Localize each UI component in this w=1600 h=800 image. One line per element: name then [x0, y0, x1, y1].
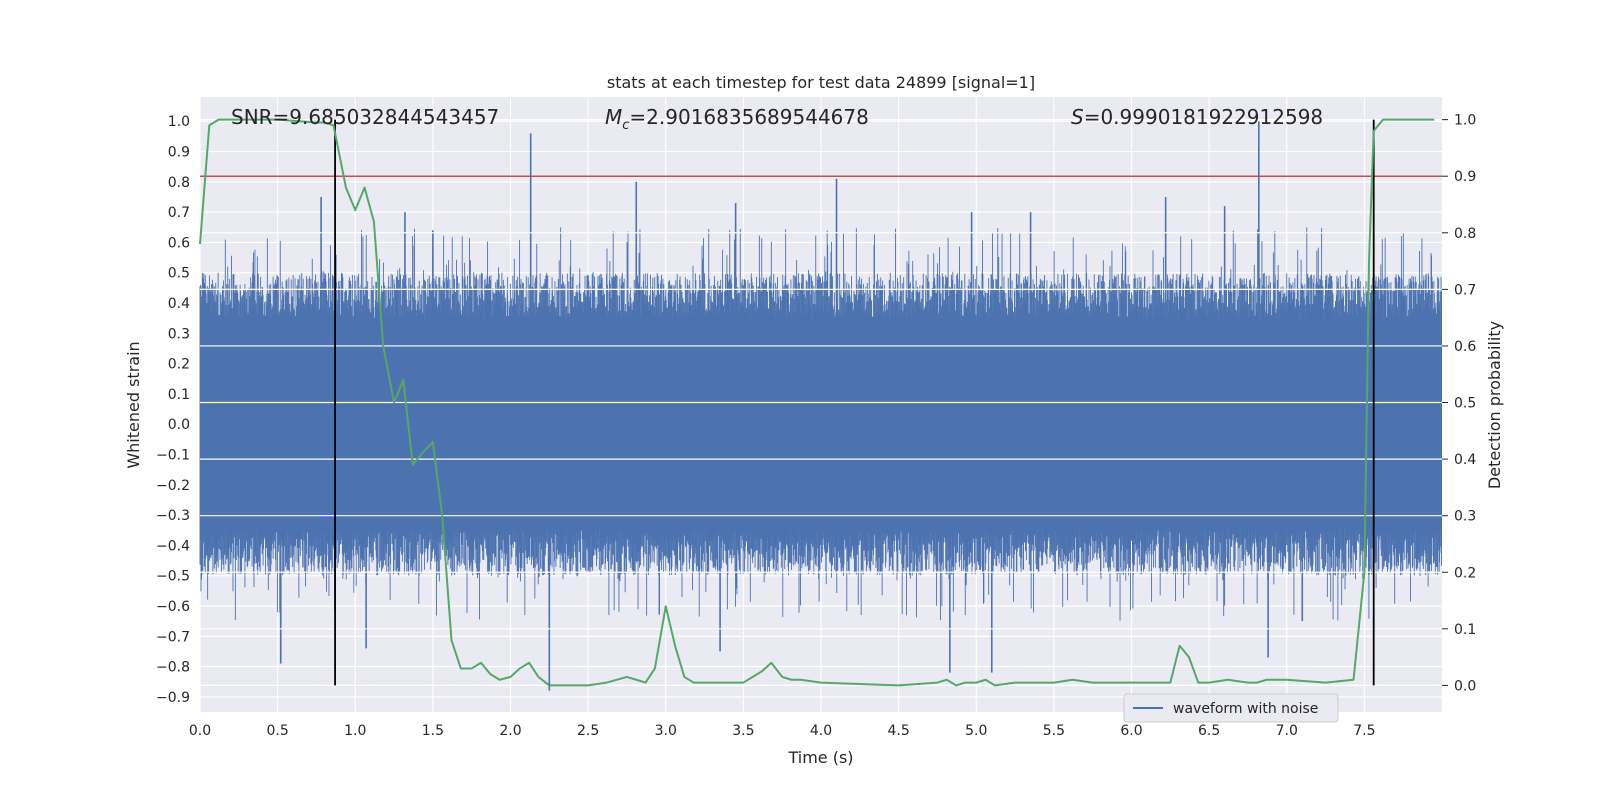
y2-tick-label: 0.6 — [1454, 339, 1476, 355]
x-tick-label: 0.0 — [189, 723, 211, 739]
x-axis-label: Time (s) — [787, 748, 853, 767]
y-tick-label: 0.1 — [168, 387, 190, 403]
y2-tick-label: 0.9 — [1454, 169, 1476, 185]
y-tick-label: 0.6 — [168, 235, 190, 251]
y2-tick-label: 0.8 — [1454, 226, 1476, 242]
y-axis-label: Whitened strain — [124, 341, 143, 468]
y-tick-label: 0.8 — [168, 175, 190, 191]
legend-label: waveform with noise — [1173, 701, 1318, 717]
chirp-mass-value: =2.9016835689544678 — [629, 105, 868, 129]
score-symbol: S — [1071, 105, 1084, 129]
legend: waveform with noise — [1123, 693, 1339, 723]
x-tick-label: 0.5 — [266, 723, 288, 739]
threshold-layer — [200, 119, 1442, 687]
x-tick-label: 5.5 — [1043, 723, 1065, 739]
y-tick-label: 0.3 — [168, 326, 190, 342]
y-tick-label: −0.2 — [156, 478, 190, 494]
x-tick-label: 1.5 — [422, 723, 444, 739]
y2-tick-label: 1.0 — [1454, 113, 1476, 129]
y-tick-label: 1.0 — [168, 114, 190, 130]
y-tick-label: −0.3 — [156, 508, 190, 524]
x-tick-label: 4.0 — [810, 723, 832, 739]
y-tick-label: −0.8 — [156, 660, 190, 676]
y-tick-label: 0.9 — [168, 145, 190, 161]
y-tick-label: −0.6 — [156, 599, 190, 615]
waveform-layer — [199, 121, 1442, 691]
score-value: =0.9990181922912598 — [1084, 105, 1323, 129]
chirp-mass-subscript: c — [622, 118, 629, 133]
legend-box — [1123, 693, 1339, 723]
y2-tick-label: 0.5 — [1454, 396, 1476, 412]
prob-layer — [199, 118, 1435, 687]
y-tick-label: −0.4 — [156, 538, 190, 554]
x-tick-label: 3.5 — [732, 723, 754, 739]
snr-annotation: SNR=9.685032844543457 — [231, 105, 499, 129]
y-tick-label: 0.7 — [168, 205, 190, 221]
x-tick-label: 6.0 — [1120, 723, 1142, 739]
x-axis-ticks: 0.0 0.5 1.0 1.5 2.0 2.5 3.0 3.5 4.0 4.5 5.0 5.5 6.0 6… — [189, 723, 1376, 739]
y2-tick-label: 0.2 — [1454, 565, 1476, 581]
y2-tick-label: 0.1 — [1454, 622, 1476, 638]
x-tick-label: 6.5 — [1198, 723, 1220, 739]
chirp-mass-annotation: Mc=2.9016835689544678 — [605, 105, 869, 133]
y2-axis-ticks: 1.0 0.9 0.8 0.7 0.6 0.5 0.4 0.3 0.2 0.1 0.0 — [1442, 113, 1476, 694]
score-annotation: S=0.9990181922912598 — [1071, 105, 1323, 129]
y2-tick-label: 0.4 — [1454, 452, 1476, 468]
x-tick-label: 7.5 — [1353, 723, 1375, 739]
x-tick-label: 2.5 — [577, 723, 599, 739]
chirp-mass-symbol: M — [605, 105, 622, 129]
x-tick-label: 1.0 — [344, 723, 366, 739]
y-tick-label: −0.5 — [156, 569, 190, 585]
y2-tick-label: 0.7 — [1454, 282, 1476, 298]
x-tick-label: 4.5 — [887, 723, 909, 739]
y-tick-label: 0.0 — [168, 417, 190, 433]
x-tick-label: 2.0 — [499, 723, 521, 739]
waveform-core-band — [200, 333, 1442, 516]
y2-axis-label: Detection probability — [1485, 321, 1504, 489]
y2-tick-label: 0.3 — [1454, 509, 1476, 525]
y-axis-ticks: 1.0 0.9 0.8 0.7 0.6 0.5 0.4 0.3 0.2 0.1 0.0 −0.1 −0.… — [156, 114, 190, 706]
y-tick-label: −0.1 — [156, 447, 190, 463]
y-tick-label: −0.9 — [156, 690, 190, 706]
y-tick-label: −0.7 — [156, 629, 190, 645]
y-tick-label: 0.2 — [168, 357, 190, 373]
y2-tick-label: 0.0 — [1454, 678, 1476, 694]
chart-title: stats at each timestep for test data 248… — [607, 73, 1035, 92]
x-tick-label: 7.0 — [1276, 723, 1298, 739]
y-tick-label: 0.5 — [168, 266, 190, 282]
x-tick-label: 5.0 — [965, 723, 987, 739]
y-tick-label: 0.4 — [168, 296, 190, 312]
detection-probability-line — [199, 118, 1435, 687]
marker-layer — [334, 119, 1375, 686]
x-tick-label: 3.0 — [655, 723, 677, 739]
